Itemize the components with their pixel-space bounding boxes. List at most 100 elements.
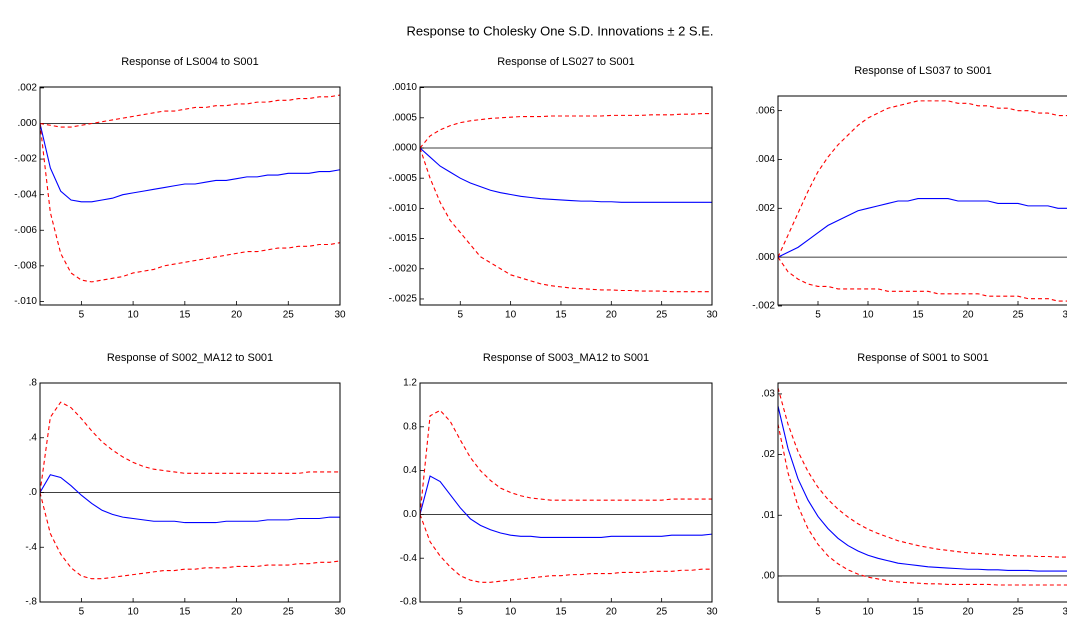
- series-line: [40, 94, 340, 128]
- y-tick-label: -.0020: [389, 263, 418, 274]
- y-tick-label: .002: [18, 83, 38, 94]
- y-tick-label: 0.0: [403, 509, 417, 520]
- y-tick-label: -0.8: [400, 597, 418, 608]
- panel-title: Response of LS027 to S001: [497, 56, 635, 68]
- x-tick-label: 30: [334, 310, 346, 321]
- y-tick-label: .0000: [392, 143, 417, 154]
- y-tick-label: -.004: [14, 189, 37, 200]
- series-line: [40, 492, 340, 580]
- panel-title: Response of S002_MA12 to S001: [107, 352, 273, 364]
- x-tick-label: 10: [505, 607, 517, 617]
- x-tick-label: 30: [334, 607, 346, 617]
- y-tick-label: -.0015: [389, 233, 418, 244]
- series-line: [778, 198, 1067, 258]
- plot-frame: [777, 382, 1067, 603]
- y-tick-label: .4: [29, 432, 38, 443]
- chart-title: Response to Cholesky One S.D. Innovation…: [406, 23, 713, 38]
- x-tick-label: 10: [128, 310, 140, 321]
- x-tick-label: 30: [1062, 607, 1067, 617]
- series-line: [778, 424, 1067, 586]
- y-tick-label: .01: [761, 510, 775, 521]
- panel-title: Response of S003_MA12 to S001: [483, 352, 649, 364]
- series-line: [420, 147, 712, 293]
- y-tick-label: .002: [756, 203, 776, 214]
- series-line: [420, 514, 712, 583]
- x-tick-label: 15: [912, 607, 924, 617]
- y-tick-label: 1.2: [403, 378, 417, 389]
- x-tick-label: 10: [862, 310, 874, 321]
- panel-title: Response of LS004 to S001: [121, 56, 259, 68]
- y-tick-label: .004: [756, 154, 776, 165]
- x-tick-label: 25: [1012, 310, 1024, 321]
- x-tick-label: 5: [457, 310, 463, 321]
- x-tick-label: 25: [656, 310, 668, 321]
- y-tick-label: -0.4: [400, 553, 418, 564]
- x-tick-label: 20: [962, 607, 974, 617]
- y-tick-label: -.0005: [389, 173, 418, 184]
- plot-frame: [39, 86, 341, 306]
- series-line: [778, 405, 1067, 572]
- x-tick-label: 20: [962, 310, 974, 321]
- y-tick-label: -.0025: [389, 294, 418, 305]
- panel-title: Response of S001 to S001: [857, 352, 988, 364]
- x-tick-label: 20: [231, 607, 243, 617]
- x-tick-label: 25: [283, 310, 295, 321]
- x-tick-label: 15: [179, 607, 191, 617]
- y-tick-label: .000: [756, 252, 776, 263]
- x-tick-label: 10: [505, 310, 517, 321]
- x-tick-label: 10: [128, 607, 140, 617]
- x-tick-label: 20: [606, 310, 618, 321]
- x-tick-label: 25: [283, 607, 295, 617]
- series-line: [40, 474, 340, 524]
- x-tick-label: 30: [706, 310, 718, 321]
- x-tick-label: 30: [706, 607, 718, 617]
- y-tick-label: .006: [756, 105, 776, 116]
- y-tick-label: -.4: [25, 542, 37, 553]
- series-line: [778, 256, 1067, 302]
- panel-title: Response of LS037 to S001: [854, 65, 992, 77]
- x-tick-label: 5: [457, 607, 463, 617]
- y-tick-label: .0010: [392, 82, 417, 93]
- y-tick-label: -.008: [14, 260, 37, 271]
- series-line: [40, 123, 340, 283]
- x-tick-label: 15: [179, 310, 191, 321]
- y-tick-label: -.006: [14, 225, 37, 236]
- series-line: [420, 409, 712, 515]
- plot-frame: [777, 95, 1067, 306]
- series-line: [420, 147, 712, 203]
- series-line: [778, 100, 1067, 258]
- y-tick-label: -.002: [752, 301, 775, 312]
- y-tick-label: -.0010: [389, 203, 418, 214]
- x-tick-label: 5: [79, 607, 85, 617]
- y-tick-label: -.010: [14, 296, 37, 307]
- x-tick-label: 20: [606, 607, 618, 617]
- y-tick-label: .8: [29, 378, 38, 389]
- series-line: [778, 387, 1067, 558]
- x-tick-label: 20: [231, 310, 243, 321]
- plot-frame: [419, 86, 713, 306]
- plot-frame: [39, 382, 341, 603]
- y-tick-label: .03: [761, 389, 775, 400]
- y-tick-label: 0.8: [403, 421, 417, 432]
- y-tick-label: .000: [18, 118, 38, 129]
- x-tick-label: 15: [555, 310, 567, 321]
- x-tick-label: 5: [815, 607, 821, 617]
- plot-frame: [419, 382, 713, 603]
- y-tick-label: .0: [29, 487, 38, 498]
- x-tick-label: 10: [862, 607, 874, 617]
- x-tick-label: 15: [912, 310, 924, 321]
- y-tick-label: -.002: [14, 154, 37, 165]
- series-line: [420, 113, 712, 149]
- series-line: [40, 123, 340, 203]
- x-tick-label: 25: [656, 607, 668, 617]
- y-tick-label: 0.4: [403, 465, 417, 476]
- y-tick-label: .00: [761, 571, 775, 582]
- y-tick-label: .0005: [392, 112, 417, 123]
- x-tick-label: 5: [815, 310, 821, 321]
- y-tick-label: .02: [761, 449, 775, 460]
- x-tick-label: 30: [1062, 310, 1067, 321]
- x-tick-label: 5: [79, 310, 85, 321]
- x-tick-label: 25: [1012, 607, 1024, 617]
